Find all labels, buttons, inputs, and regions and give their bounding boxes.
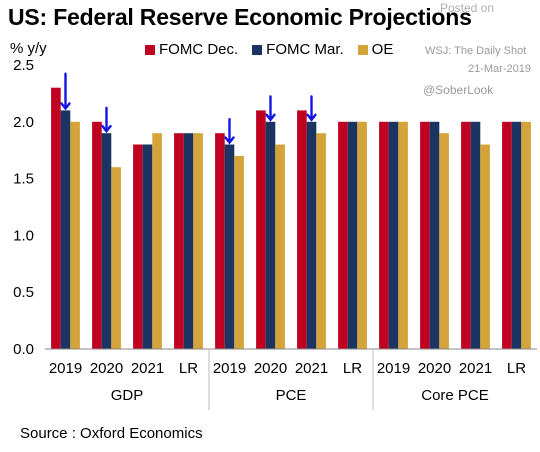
y-tick-label: 0.5 [13, 284, 34, 301]
watermark-posted-on: Posted on [440, 1, 495, 15]
bar-fomc-mar [60, 110, 71, 350]
bar-fomc-dec [92, 121, 102, 349]
bar-oe [111, 167, 121, 349]
bar-fomc-dec [338, 121, 348, 349]
bar-oe [70, 121, 80, 349]
bar-fomc-mar [511, 121, 522, 349]
bar-fomc-dec [420, 121, 430, 349]
bar-fomc-mar [429, 121, 440, 349]
y-tick-label: 2.0 [13, 114, 34, 131]
down-arrow-icon [265, 95, 276, 122]
x-tick-label: 2020 [254, 360, 287, 377]
legend-label-fomc-mar: FOMC Mar. [266, 41, 344, 58]
legend-swatch-fomc-mar [252, 44, 263, 55]
bar-fomc-mar [101, 133, 112, 349]
x-tick-label: 2021 [131, 360, 164, 377]
legend-swatch-fomc-dec [145, 44, 155, 55]
x-tick-label: LR [507, 360, 526, 377]
legend-item-fomc-mar: FOMC Mar. [252, 41, 344, 58]
legend-item-fomc-dec: FOMC Dec. [145, 41, 238, 58]
down-arrow-icon [101, 106, 112, 134]
x-tick-label: LR [179, 360, 198, 377]
bar-fomc-dec [51, 87, 61, 349]
bar-fomc-dec [461, 121, 471, 349]
x-tick-label: 2019 [377, 360, 410, 377]
x-tick-label: 2020 [90, 360, 123, 377]
bar-fomc-dec [133, 144, 143, 349]
group-label: PCE [276, 387, 307, 404]
down-arrow-icon [60, 72, 71, 111]
bar-fomc-mar [347, 121, 358, 349]
down-arrow-icon [306, 95, 317, 122]
legend: FOMC Dec. FOMC Mar. OE [145, 41, 393, 58]
x-tick-label: 2019 [213, 360, 246, 377]
bar-fomc-mar [265, 121, 276, 349]
group-label: GDP [111, 387, 144, 404]
x-tick-label: LR [343, 360, 362, 377]
x-tick-label: 2021 [295, 360, 328, 377]
bar-oe [521, 121, 531, 349]
bar-oe [316, 133, 326, 349]
legend-label-fomc-dec: FOMC Dec. [159, 41, 239, 58]
legend-swatch-oe [357, 44, 368, 55]
bar-fomc-dec [174, 133, 184, 349]
bar-oe [193, 133, 203, 349]
bar-oe [275, 144, 285, 349]
watermark-publication: WSJ: The Daily Shot [425, 45, 527, 57]
bar-fomc-mar [224, 144, 235, 349]
bar-fomc-mar [470, 121, 481, 349]
bar-fomc-dec [256, 110, 266, 350]
bar-fomc-mar [388, 121, 399, 349]
legend-label-oe: OE [371, 41, 394, 58]
watermark-handle: @SoberLook [423, 83, 494, 97]
source-note: Source : Oxford Economics [20, 425, 203, 442]
y-tick-label: 1.0 [13, 227, 34, 244]
group-label: Core PCE [421, 387, 489, 404]
bar-oe [480, 144, 490, 349]
bar-fomc-mar [183, 133, 194, 349]
y-tick-label: 1.5 [13, 171, 34, 188]
watermark-date: 21-Mar-2019 [468, 63, 531, 75]
down-arrow-icon [224, 117, 235, 145]
x-tick-label: 2020 [418, 360, 451, 377]
bar-fomc-dec [379, 121, 389, 349]
bar-fomc-dec [502, 121, 512, 349]
bar-fomc-mar [306, 121, 317, 349]
bar-oe [398, 121, 408, 349]
y-tick-label: 2.5 [13, 57, 34, 74]
bar-fomc-dec [297, 110, 307, 350]
bar-oe [357, 121, 367, 349]
bar-fomc-dec [215, 133, 225, 349]
x-tick-label: 2019 [49, 360, 82, 377]
bar-oe [439, 133, 449, 349]
y-unit-label: % y/y [10, 40, 47, 57]
bar-fomc-mar [142, 144, 153, 349]
y-tick-label: 0.0 [13, 341, 34, 358]
legend-item-oe: OE [357, 41, 394, 58]
chart-title: US: Federal Reserve Economic Projections [8, 4, 472, 30]
bar-oe [152, 133, 162, 349]
x-tick-label: 2021 [459, 360, 492, 377]
bar-oe [234, 155, 244, 349]
